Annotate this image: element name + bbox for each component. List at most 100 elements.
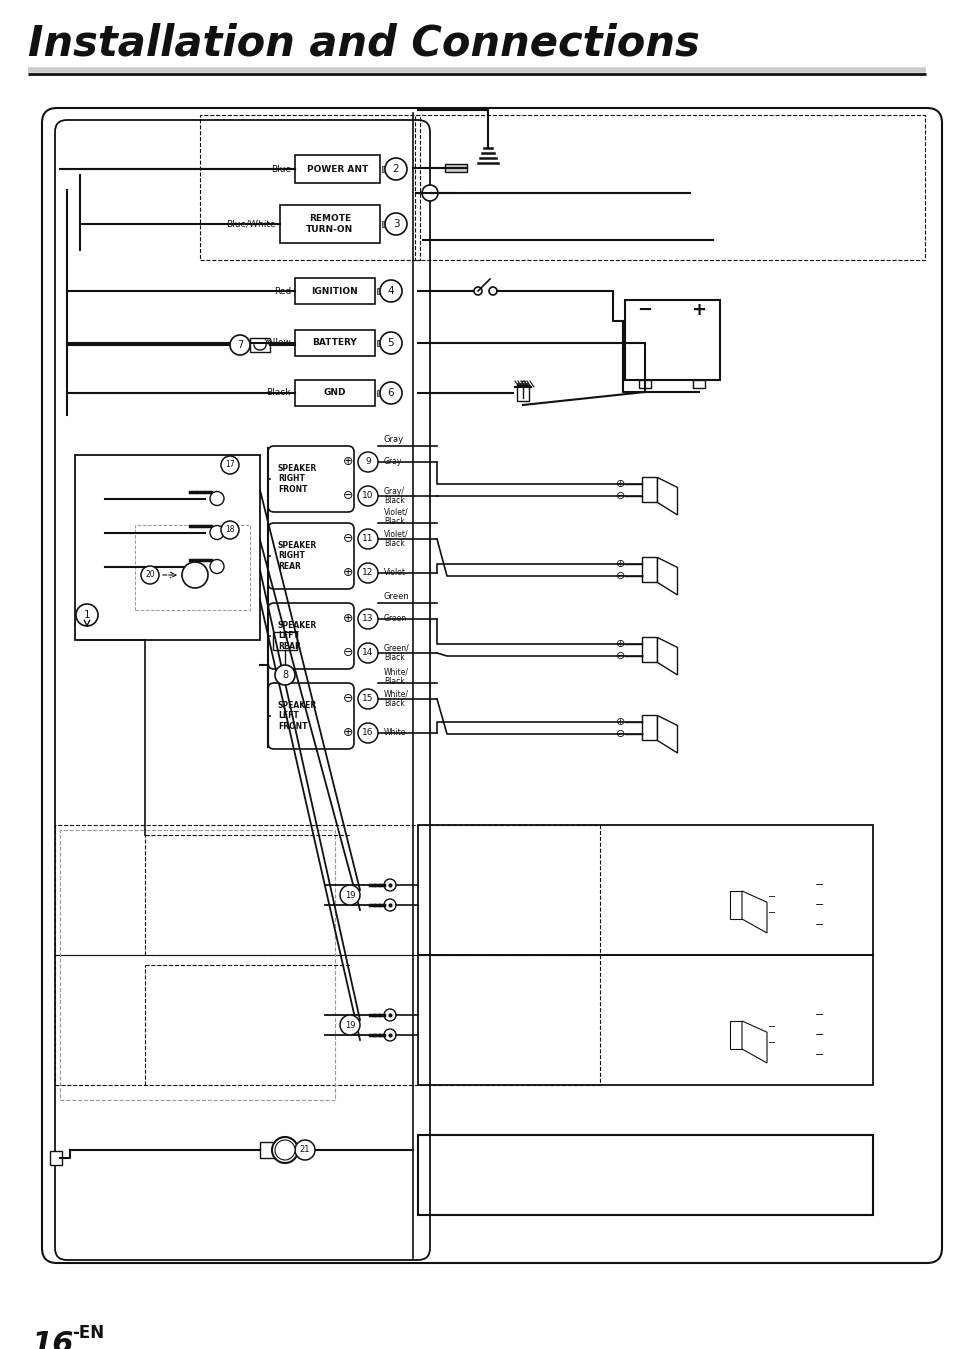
Text: 15: 15 [362,695,374,703]
Circle shape [385,158,407,179]
Circle shape [274,1140,294,1160]
Text: −: − [767,908,775,919]
Bar [517,384,529,401]
Text: White: White [384,728,406,738]
Circle shape [379,281,401,302]
Bar [381,221,392,227]
Text: ⊕: ⊕ [342,727,353,739]
Text: Green/
Black: Green/ Black [384,643,410,662]
Circle shape [294,1140,314,1160]
Text: 2: 2 [393,165,399,174]
Text: ⊕: ⊕ [342,612,353,626]
Text: Blue: Blue [271,165,291,174]
Text: White/
Black: White/ Black [384,668,409,687]
Circle shape [357,486,377,506]
Text: ⊖: ⊖ [342,646,353,660]
Text: Gray: Gray [384,436,404,445]
Bar [729,1021,741,1050]
Text: 19: 19 [344,1020,355,1029]
Text: 1: 1 [84,610,91,621]
Circle shape [210,491,224,506]
Text: SPEAKER
RIGHT
FRONT: SPEAKER RIGHT FRONT [277,464,317,494]
Text: SPEAKER
LEFT
FRONT: SPEAKER LEFT FRONT [277,701,317,731]
Bar [417,955,872,1085]
Bar [729,890,741,919]
Bar [260,1143,290,1157]
Circle shape [141,567,159,584]
Text: Gray: Gray [384,457,402,467]
Bar [639,380,650,389]
Text: −: − [637,301,652,318]
Circle shape [76,604,98,626]
Circle shape [357,643,377,662]
Text: Black: Black [266,389,291,398]
Text: 20: 20 [145,571,154,580]
Text: −: − [815,1031,823,1040]
Text: 19: 19 [344,890,355,900]
Text: 4: 4 [387,286,394,295]
Text: ⊖: ⊖ [616,491,625,502]
Text: 10: 10 [362,491,374,500]
Bar [417,1135,872,1215]
Polygon shape [657,557,677,595]
Text: −: − [815,880,823,890]
Text: SPEAKER
RIGHT
REAR: SPEAKER RIGHT REAR [277,541,317,571]
Circle shape [421,185,437,201]
Polygon shape [657,715,677,753]
Circle shape [278,1144,291,1156]
Circle shape [357,452,377,472]
Circle shape [230,335,250,355]
Circle shape [385,213,407,235]
Circle shape [210,560,224,573]
Text: ⊖: ⊖ [342,490,353,502]
Text: ⊖: ⊖ [616,730,625,739]
Text: −: − [815,920,823,929]
Text: ⊕: ⊕ [616,716,625,727]
Bar [417,826,872,955]
Text: +: + [691,301,706,318]
Circle shape [357,563,377,583]
Text: IGNITION: IGNITION [312,286,358,295]
Text: BATTERY: BATTERY [313,339,357,348]
Bar [641,715,657,741]
Text: 12: 12 [362,568,374,577]
Text: POWER ANT: POWER ANT [307,165,368,174]
Text: REMOTE
TURN-ON: REMOTE TURN-ON [306,214,354,233]
Bar [641,478,657,502]
Text: Red: Red [274,286,291,295]
Text: 18: 18 [225,526,234,534]
Text: −: − [815,1050,823,1060]
Circle shape [474,287,481,295]
Text: ⊕: ⊕ [342,456,353,468]
Text: Installation and Connections: Installation and Connections [28,22,699,63]
Text: 8: 8 [282,670,288,680]
Polygon shape [741,1021,766,1063]
Bar [294,331,375,356]
Text: −: − [767,1023,775,1032]
Text: 13: 13 [362,615,374,623]
Text: White/
Black: White/ Black [384,689,409,708]
Text: Violet: Violet [384,568,406,577]
Text: -EN: -EN [71,1323,104,1342]
Text: −: − [767,892,775,902]
Circle shape [357,608,377,629]
Text: ⊖: ⊖ [616,652,625,661]
Text: Violet/
Black: Violet/ Black [384,507,408,526]
Circle shape [384,898,395,911]
Bar [692,380,704,389]
Bar [294,155,379,183]
Text: ⊖: ⊖ [616,571,625,581]
Circle shape [221,456,239,473]
Circle shape [339,1014,359,1035]
Text: Green: Green [384,615,407,623]
Bar [376,287,387,294]
Circle shape [357,689,377,710]
Text: 11: 11 [362,534,374,544]
Bar [200,115,419,260]
Text: 21: 21 [299,1145,310,1155]
Bar [624,299,720,380]
Text: Yellow: Yellow [263,339,291,348]
Text: ⊖: ⊖ [342,692,353,706]
Circle shape [339,885,359,905]
Polygon shape [657,638,677,674]
